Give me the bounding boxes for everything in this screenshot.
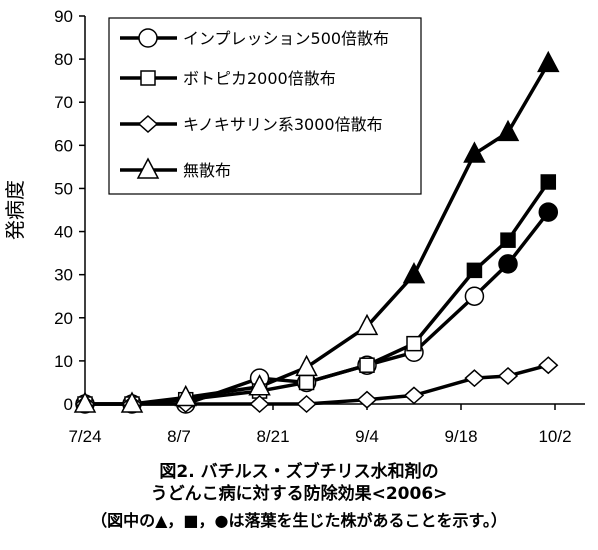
caption-line-3: （図中の▲，■，●は落葉を生じた株があることを示す。）	[91, 511, 507, 530]
data-point-series-4	[537, 50, 560, 73]
series-lines	[85, 62, 550, 406]
y-tick-label: 40	[54, 223, 73, 242]
legend: インプレッション500倍散布ボトピカ2000倍散布キノキサリン系3000倍散布無…	[108, 17, 422, 195]
data-point-series-1	[464, 286, 485, 306]
data-point-series-3	[497, 366, 519, 385]
legend-entry-2: ボトピカ2000倍散布	[183, 69, 336, 88]
data-point-series-3	[403, 386, 425, 405]
data-point-series-1	[538, 202, 559, 222]
x-tick-label: 10/2	[538, 427, 571, 446]
series-line-4	[85, 62, 550, 406]
legend-entry-1: インプレッション500倍散布	[183, 29, 389, 48]
y-tick-label: 0	[64, 395, 73, 414]
y-tick-label: 70	[54, 93, 73, 112]
y-tick-label: 10	[54, 352, 73, 371]
y-tick-label: 50	[54, 179, 73, 198]
y-tick-label: 80	[54, 50, 73, 69]
data-point-series-4	[496, 119, 520, 142]
x-tick-label: 9/4	[355, 427, 379, 446]
data-point-series-4	[355, 313, 379, 336]
data-point-series-3	[249, 394, 270, 414]
x-tick-label: 7/24	[68, 427, 101, 446]
legend-entry-3: キノキサリン系3000倍散布	[183, 115, 383, 134]
x-tick-label: 9/18	[444, 427, 477, 446]
series-markers	[73, 50, 560, 414]
data-point-series-1	[498, 254, 518, 274]
data-point-series-4	[73, 391, 97, 413]
data-point-series-2	[540, 174, 557, 190]
legend-box	[108, 17, 422, 195]
data-point-series-2	[298, 374, 315, 391]
data-point-series-2	[406, 335, 422, 352]
y-tick-label: 30	[54, 266, 73, 285]
caption-line-2: うどんこ病に対する防除効果<2006>	[150, 484, 448, 504]
legend-entry-4: 無散布	[183, 161, 231, 180]
legend-marker-1	[138, 28, 158, 48]
x-tick-label: 8/7	[167, 427, 191, 446]
data-point-series-3	[296, 394, 317, 414]
axes: 0 10 20 30 40 50 60 70 80 90 7/24 8/7 8/21 9/4 9/18 10/…	[3, 7, 585, 446]
data-point-series-2	[466, 262, 483, 279]
caption-line-1: 図2. バチルス・ズブチリス水和剤の	[159, 462, 439, 482]
legend-marker-4	[136, 157, 160, 179]
data-point-series-4	[463, 141, 486, 163]
data-point-series-4	[402, 262, 426, 284]
data-point-series-2	[500, 232, 516, 248]
y-tick-label: 20	[54, 309, 73, 328]
data-point-series-3	[538, 356, 559, 375]
chart: 0 10 20 30 40 50 60 70 80 90 7/24 8/7 8/21 9/4 9/18 10/…	[3, 7, 585, 446]
data-point-series-4	[174, 384, 197, 407]
data-point-series-4	[120, 391, 144, 413]
series-line-3	[85, 363, 549, 406]
legend-marker-3	[137, 114, 159, 134]
data-point-series-4	[248, 374, 271, 396]
data-point-series-2	[359, 357, 375, 373]
y-axis-label: 発病度	[3, 180, 27, 240]
data-point-series-4	[295, 354, 318, 377]
data-point-series-3	[356, 390, 378, 409]
y-tick-label: 90	[54, 7, 73, 26]
y-tick-label: 60	[54, 136, 73, 155]
x-tick-label: 8/21	[256, 427, 289, 446]
legend-marker-2	[140, 70, 156, 86]
data-point-series-3	[464, 369, 485, 388]
